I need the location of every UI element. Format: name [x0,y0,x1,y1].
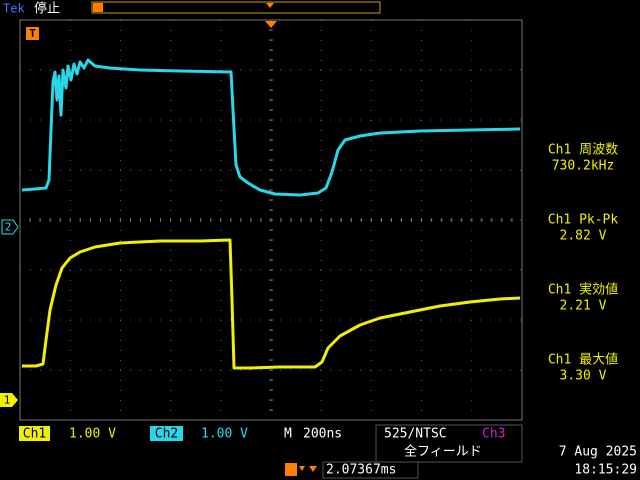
measurement-label: Ch1 Pk-Pk [548,213,619,228]
status: 停止 [34,1,60,17]
measurement-label: Ch1 周波数 [548,143,618,158]
trigger-pos-arrow2 [309,466,317,472]
trigger-level-marker: T [29,27,36,40]
ch1-label: Ch1 [23,427,46,442]
trigger-position: 2.07367ms [326,463,396,478]
measurement-value: 2.21 V [560,299,607,314]
trigger-pos-box [322,461,419,479]
time: 18:15:29 [574,463,637,478]
record-marker [93,3,103,12]
ch1-marker: 1 [4,394,11,407]
ch2-scale: 1.00 V [201,427,248,442]
trigger-box [375,424,523,463]
ch1-waveform [22,238,521,370]
brand: Tek [3,2,25,16]
ch2-label: Ch2 [155,427,178,442]
measurement-label: Ch1 実効値 [548,282,618,298]
ch1-scale: 1.00 V [69,427,116,442]
graticule-border [19,19,523,421]
ch2-marker: 2 [5,221,12,234]
measurement-value: 730.2kHz [552,159,615,174]
measurement-label: Ch1 最大値 [548,352,618,368]
timebase-value: 200ns [303,427,342,442]
trigger-level-badge [26,27,39,40]
measurement-value: 3.30 V [560,369,607,384]
trigger-pos [266,3,274,8]
ch2-label-bg [150,426,183,441]
trigger-channel: Ch3 [482,427,505,442]
record-bar [91,1,381,14]
trigger-source: 525/NTSC [384,427,447,442]
trigger-pos-arrow [299,466,305,471]
trigger-mode: 全フィールド [404,444,482,460]
date: 7 Aug 2025 [559,445,637,460]
ch1-label-bg [19,426,50,441]
ch2-badge [1,219,19,235]
trigger-pos-icon [285,463,297,476]
ch1-badge [0,393,18,407]
trigger-time-marker [265,21,277,28]
ch2-waveform [21,58,521,197]
graticule [19,19,522,421]
timebase-label: M [284,427,292,442]
measurement-value: 2.82 V [560,229,607,244]
